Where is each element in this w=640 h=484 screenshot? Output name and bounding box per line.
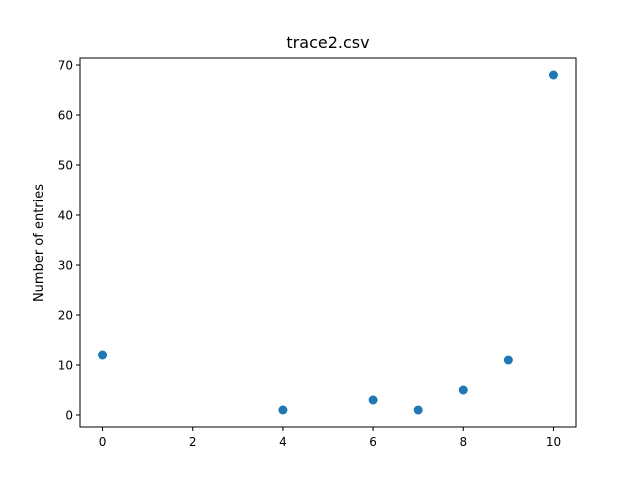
data-point [368, 395, 378, 405]
x-tick-label: 0 [99, 435, 107, 449]
y-tick-label: 20 [58, 309, 73, 323]
y-axis-ticks: 0 10 20 30 40 50 60 70 [58, 59, 80, 423]
data-point [278, 405, 288, 415]
data-point [548, 70, 558, 80]
data-point [503, 355, 513, 365]
data-point [413, 405, 423, 415]
chart-title: trace2.csv [286, 33, 369, 52]
plot-area-frame [79, 57, 577, 428]
x-tick-label: 10 [546, 435, 561, 449]
x-axis-ticks: 0 2 4 6 8 10 [99, 427, 561, 449]
data-points [98, 70, 558, 415]
y-tick-label: 40 [58, 209, 73, 223]
y-tick-label: 50 [58, 159, 73, 173]
x-tick-label: 6 [369, 435, 377, 449]
y-tick-label: 70 [58, 59, 73, 73]
x-tick-label: 8 [459, 435, 467, 449]
x-tick-label: 4 [279, 435, 287, 449]
y-tick-label: 10 [58, 359, 73, 373]
y-axis-label: Number of entries [32, 184, 47, 302]
x-tick-label: 2 [189, 435, 197, 449]
y-tick-label: 60 [58, 109, 73, 123]
data-point [458, 385, 468, 395]
data-point [98, 350, 108, 360]
y-tick-label: 30 [58, 259, 73, 273]
y-tick-label: 0 [65, 409, 73, 423]
